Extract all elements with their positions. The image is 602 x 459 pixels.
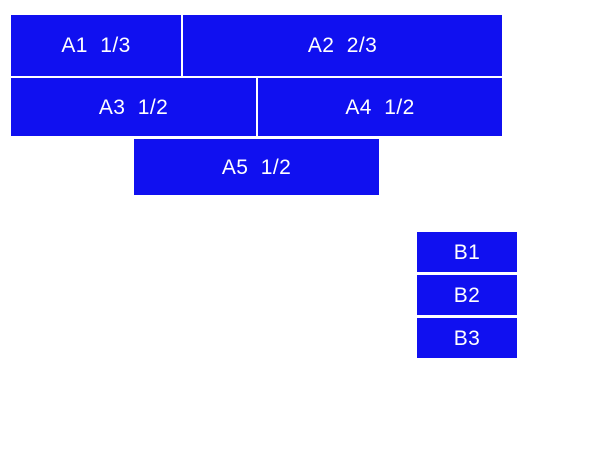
block-b2[interactable]: B2 — [417, 275, 517, 315]
group-b: B1 B2 B3 — [417, 232, 517, 358]
block-a5[interactable]: A5 1/2 — [134, 139, 379, 195]
block-a4[interactable]: A4 1/2 — [258, 78, 502, 136]
block-a3[interactable]: A3 1/2 — [11, 78, 256, 136]
block-a1[interactable]: A1 1/3 — [11, 15, 181, 76]
group-a-row-1: A1 1/3 A2 2/3 — [11, 15, 502, 76]
group-a-row-2: A3 1/2 A4 1/2 — [11, 78, 502, 136]
block-b1[interactable]: B1 — [417, 232, 517, 272]
block-a2[interactable]: A2 2/3 — [183, 15, 502, 76]
group-a: A1 1/3 A2 2/3 A3 1/2 A4 1/2 A5 1/2 — [11, 15, 502, 195]
block-b3[interactable]: B3 — [417, 318, 517, 358]
group-a-row-3: A5 1/2 — [11, 139, 502, 195]
